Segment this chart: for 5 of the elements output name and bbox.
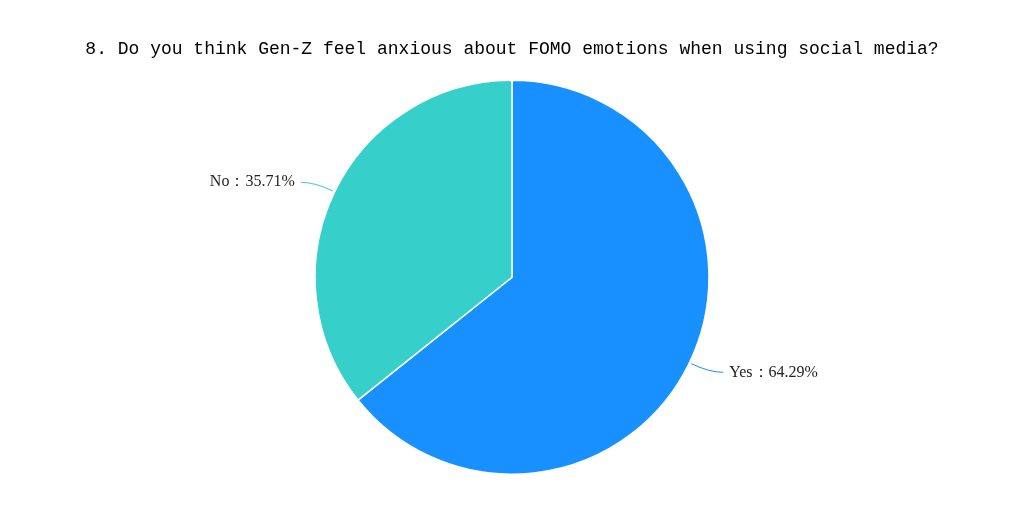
slice-label: No: [209, 172, 230, 190]
slice-label: Yes: [729, 362, 753, 380]
chart-title: 8. Do you think Gen-Z feel anxious about FOMO emotions when using social media?: [85, 38, 939, 59]
data-label: ：64.29%: [752, 362, 818, 380]
data-label: ：35.71%: [229, 172, 295, 190]
